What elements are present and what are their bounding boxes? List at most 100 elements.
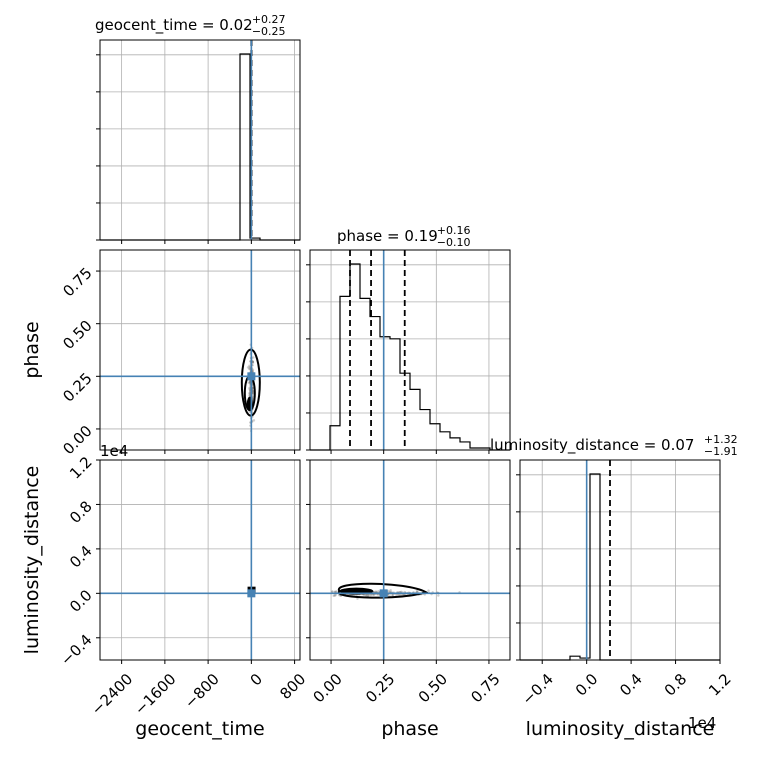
sample-point: [389, 589, 392, 592]
x-tick-label: −0.4: [518, 670, 556, 708]
x-tick-label: 0.8: [661, 670, 691, 700]
panel-frame: [309, 459, 511, 661]
y-tick-label: 0.25: [59, 369, 95, 405]
title-upper-error: +1.32: [704, 433, 738, 446]
sample-point: [391, 593, 394, 597]
sample-point: [333, 594, 336, 597]
sample-point: [397, 593, 401, 597]
x-tick-label: −800: [181, 670, 223, 712]
sample-point: [248, 393, 252, 396]
sample-point: [251, 392, 255, 395]
panel-frame: [519, 459, 721, 661]
sample-point: [332, 594, 335, 598]
y-tick-label: 0.00: [59, 422, 95, 458]
sample-point: [400, 590, 403, 594]
sample-point: [415, 589, 419, 593]
sample-point: [248, 391, 251, 395]
x-tick-label: 0.4: [616, 670, 646, 700]
truth-marker: [247, 589, 256, 598]
x-tick-label: 0.50: [415, 670, 451, 706]
histogram-panel-phase: [306, 249, 511, 454]
sample-point: [334, 590, 338, 594]
y-tick-label: 0.50: [59, 317, 95, 353]
title-luminosity_distance: luminosity_distance = 0.07 +1.32−1.91: [490, 433, 738, 458]
y-tick-label: 0.4: [66, 542, 96, 572]
title-upper-error: +0.27: [252, 13, 286, 26]
panel-frame: [99, 459, 301, 661]
sample-point: [437, 594, 440, 597]
x-axis-label: luminosity_distance: [526, 718, 715, 740]
panel-frame: [99, 249, 301, 451]
histogram-panel-geocent_time: [96, 39, 301, 244]
sample-point: [246, 366, 250, 369]
sample-point: [252, 419, 256, 422]
sample-point: [251, 361, 255, 364]
scatter-panel-phase-luminosity_distance: [306, 459, 511, 664]
x-tick-label: 800: [276, 670, 309, 703]
sample-point: [248, 367, 252, 370]
title-lower-error: −0.25: [252, 25, 286, 38]
histogram-step-geocent_time: [100, 53, 300, 241]
truth-marker: [379, 589, 388, 598]
contour-outer: [338, 582, 429, 599]
histogram-step-luminosity_distance: [520, 473, 720, 661]
x-tick-label: −1600: [131, 670, 180, 719]
x-tick-label: −2400: [88, 670, 137, 719]
sample-point: [334, 594, 337, 597]
sample-point: [364, 594, 368, 597]
sample-point: [248, 392, 251, 395]
sample-point: [365, 593, 369, 597]
sample-point: [335, 590, 338, 593]
sample-point: [333, 590, 337, 594]
title-upper-error: +0.16: [437, 224, 471, 237]
x-tick-label: 1.2: [705, 670, 735, 700]
panel-frame: [309, 249, 511, 451]
sample-point: [251, 360, 255, 364]
y-tick-label: −0.4: [57, 631, 95, 669]
sample-point: [248, 410, 251, 414]
sample-point: [251, 368, 255, 371]
x-tick-label: 0.25: [362, 670, 398, 706]
sample-point: [251, 360, 254, 364]
sample-point: [248, 364, 251, 367]
scatter-panel-geocent_time-phase: [96, 249, 301, 454]
sample-point: [248, 388, 251, 391]
sample-point: [248, 386, 251, 390]
title-text: phase = 0.19: [337, 227, 438, 245]
sample-point: [374, 590, 377, 593]
histogram-step-phase: [310, 263, 510, 451]
sample-point: [251, 387, 254, 390]
y-tick-label: 0.75: [59, 264, 95, 300]
title-geocent_time: geocent_time = 0.02 +0.27−0.25: [95, 13, 286, 38]
sample-point: [366, 594, 369, 597]
sample-point: [248, 365, 251, 369]
x-axis-label: phase: [381, 718, 438, 740]
sample-point: [398, 593, 401, 597]
x-tick-label: 0: [247, 670, 266, 689]
sample-point: [387, 589, 390, 593]
y-offset-text: 1e4: [100, 442, 128, 460]
x-tick-label: 0.0: [572, 670, 602, 700]
x-offset-text: 1e4: [688, 714, 716, 732]
sample-point: [375, 590, 378, 593]
sample-point: [367, 593, 371, 597]
sample-point: [248, 394, 251, 397]
sample-point: [427, 589, 430, 592]
sample-point: [251, 369, 254, 373]
sample-point: [369, 593, 373, 597]
title-lower-error: −1.91: [704, 445, 738, 458]
sample-point: [330, 590, 334, 594]
sample-point: [247, 367, 251, 371]
sample-point: [247, 381, 250, 385]
y-axis-label: luminosity_distance: [21, 466, 43, 655]
sample-point: [331, 590, 334, 593]
title-lower-error: −0.10: [437, 236, 471, 249]
y-tick-label: 0.8: [66, 497, 96, 527]
x-axis-label: geocent_time: [135, 718, 264, 740]
sample-point: [377, 589, 380, 593]
sample-point: [389, 590, 392, 594]
sample-point: [251, 360, 255, 363]
x-tick-label: 0.75: [467, 670, 503, 706]
title-text: luminosity_distance = 0.07: [490, 436, 694, 455]
